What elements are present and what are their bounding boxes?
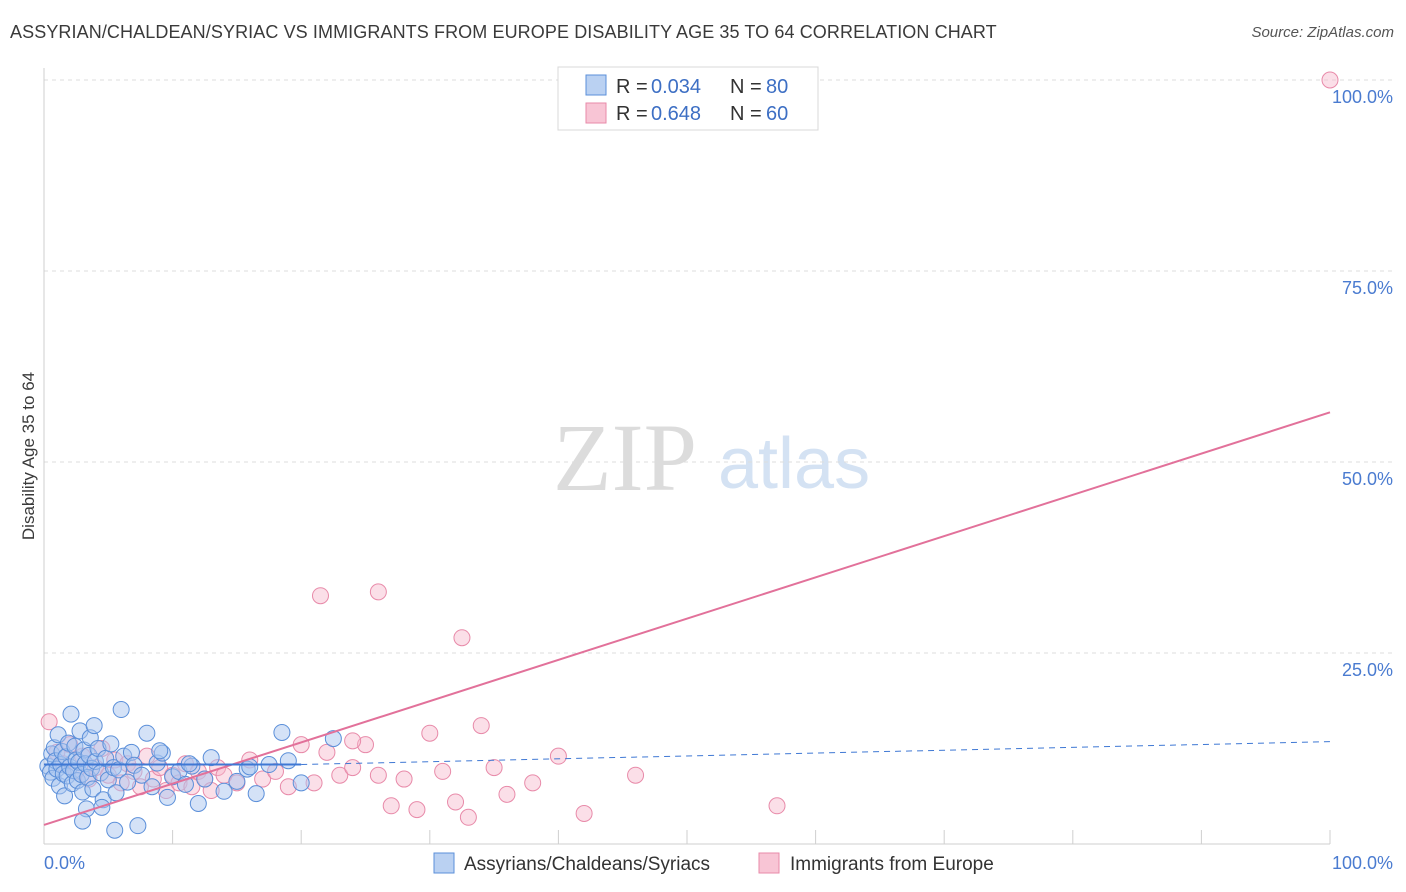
trend-line-immigrants-europe <box>43 411 1331 826</box>
point-assyrians <box>102 735 120 753</box>
series-legend: Assyrians/Chaldeans/Syriacs Immigrants f… <box>433 852 994 875</box>
point-assyrians <box>228 772 246 790</box>
point-assyrians <box>62 705 80 723</box>
x-axis-ticks <box>43 830 1331 844</box>
point-assyrians <box>133 766 151 784</box>
point-immigrants-europe <box>472 717 490 735</box>
point-assyrians <box>119 773 137 791</box>
point-assyrians <box>324 730 342 748</box>
point-immigrants-europe <box>254 770 272 788</box>
point-immigrants-europe <box>549 747 567 765</box>
y-tick-label: 100.0% <box>1332 87 1393 107</box>
point-immigrants-europe <box>408 801 426 819</box>
trend-line-assyrians-extension <box>301 741 1331 766</box>
point-immigrants-europe <box>524 774 542 792</box>
point-immigrants-europe <box>369 766 387 784</box>
point-immigrants-europe <box>627 766 645 784</box>
point-immigrants-europe <box>421 724 439 742</box>
point-immigrants-europe <box>318 743 336 761</box>
legend-r-value-pink: 0.648 <box>651 103 701 125</box>
point-assyrians <box>215 782 233 800</box>
point-assyrians <box>189 795 207 813</box>
watermark-atlas: atlas <box>718 424 870 504</box>
legend-n-label-blue: N = <box>730 76 762 98</box>
y-tick-label: 25.0% <box>1342 660 1393 680</box>
point-assyrians <box>56 787 74 805</box>
point-immigrants-europe <box>40 713 58 731</box>
point-immigrants-europe <box>575 804 593 822</box>
series-assyrians <box>39 701 342 839</box>
point-immigrants-europe <box>768 797 786 815</box>
point-assyrians <box>84 780 102 798</box>
correlation-legend: R = 0.034 N = 80 R = 0.648 N = 60 <box>557 66 819 131</box>
legend-n-value-pink: 60 <box>766 103 788 125</box>
point-assyrians <box>273 723 291 741</box>
point-immigrants-europe <box>498 785 516 803</box>
legend-n-label-pink: N = <box>730 103 762 125</box>
x-tick-label-max: 100.0% <box>1332 853 1393 873</box>
trend-lines <box>43 411 1331 826</box>
point-immigrants-europe <box>311 587 329 605</box>
x-tick-label-min: 0.0% <box>44 853 85 873</box>
point-immigrants-europe <box>357 736 374 754</box>
y-axis-title: Disability Age 35 to 64 <box>19 372 38 540</box>
gridlines <box>44 79 1392 654</box>
y-tick-label: 75.0% <box>1342 278 1393 298</box>
watermark-zip: ZIP <box>553 404 697 511</box>
point-immigrants-europe <box>344 732 362 750</box>
point-assyrians <box>85 717 103 735</box>
point-immigrants-europe <box>331 766 349 784</box>
point-immigrants-europe <box>1321 71 1339 89</box>
point-immigrants-europe <box>453 629 471 647</box>
point-immigrants-europe <box>369 583 387 601</box>
legend-r-label-pink: R = <box>616 103 648 125</box>
bottom-legend-swatch-pink <box>758 852 780 874</box>
point-immigrants-europe <box>447 793 465 811</box>
point-immigrants-europe <box>434 762 452 780</box>
point-assyrians <box>292 774 310 792</box>
bottom-legend-label-blue: Assyrians/Chaldeans/Syriacs <box>464 854 710 875</box>
legend-swatch-pink <box>585 102 607 124</box>
point-assyrians <box>74 812 92 830</box>
point-assyrians <box>138 724 156 742</box>
point-assyrians <box>279 752 297 770</box>
chart-title: ASSYRIAN/CHALDEAN/SYRIAC VS IMMIGRANTS F… <box>10 22 997 42</box>
y-tick-label: 50.0% <box>1342 469 1393 489</box>
point-immigrants-europe <box>459 808 477 826</box>
point-assyrians <box>106 821 124 839</box>
point-immigrants-europe <box>344 759 362 777</box>
legend-r-label-blue: R = <box>616 76 648 98</box>
bottom-legend-label-pink: Immigrants from Europe <box>790 854 994 875</box>
point-assyrians <box>112 701 130 719</box>
legend-n-value-blue: 80 <box>766 76 788 98</box>
point-assyrians <box>129 817 147 835</box>
source-credit: Source: ZipAtlas.com <box>1251 24 1394 41</box>
point-assyrians <box>202 749 220 767</box>
legend-swatch-blue <box>585 74 607 96</box>
point-immigrants-europe <box>395 770 413 788</box>
point-assyrians <box>151 742 169 760</box>
point-immigrants-europe <box>382 797 400 815</box>
y-axis-labels: 25.0% 50.0% 75.0% 100.0% <box>1332 87 1393 680</box>
point-assyrians <box>247 785 265 803</box>
bottom-legend-swatch-blue <box>433 852 455 874</box>
legend-r-value-blue: 0.034 <box>651 76 701 98</box>
point-assyrians <box>158 788 176 806</box>
watermark: ZIP atlas <box>553 404 870 511</box>
point-immigrants-europe <box>485 759 503 777</box>
